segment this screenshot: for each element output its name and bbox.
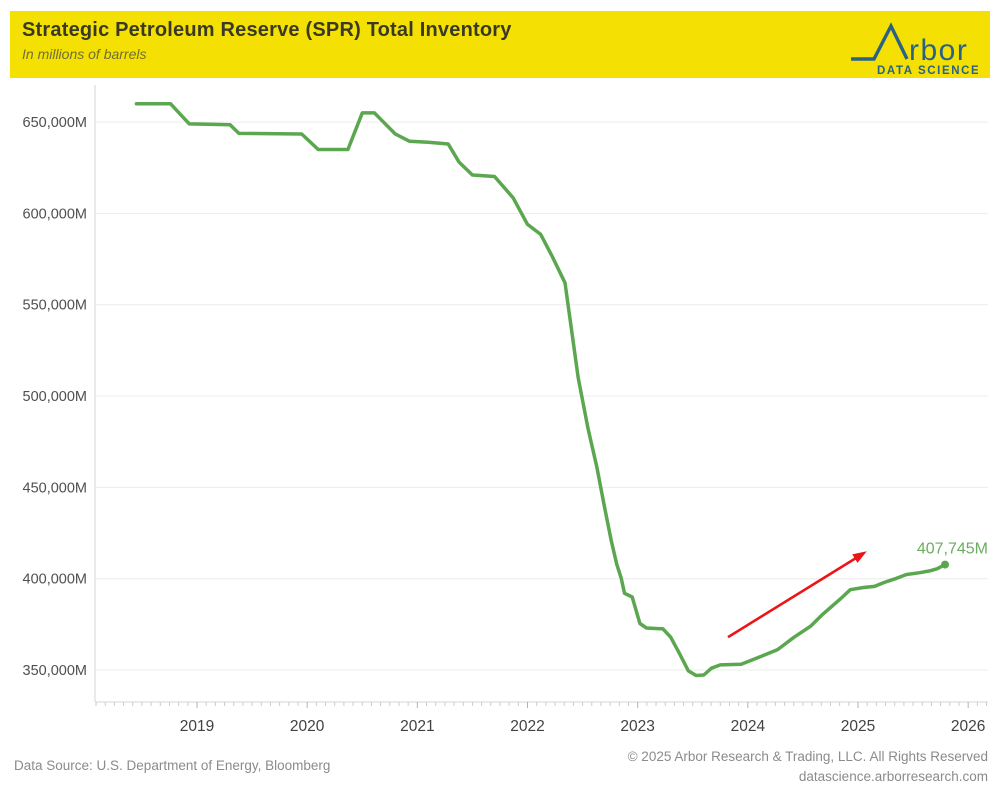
- arbor-logo: rbor DATA SCIENCE: [851, 22, 978, 77]
- end-point-marker: [941, 560, 950, 569]
- footer-credits: © 2025 Arbor Research & Trading, LLC. Al…: [628, 747, 988, 787]
- x-axis-label: 2021: [400, 718, 434, 735]
- y-axis-label: 550,000M: [23, 298, 88, 314]
- y-axis-label: 600,000M: [23, 206, 88, 222]
- x-axis-label: 2019: [180, 718, 214, 735]
- page-title: Strategic Petroleum Reserve (SPR) Total …: [22, 19, 512, 41]
- logo-peak-icon: [851, 22, 909, 61]
- copyright-text: © 2025 Arbor Research & Trading, LLC. Al…: [627, 749, 988, 764]
- header-banner: Strategic Petroleum Reserve (SPR) Total …: [10, 11, 990, 78]
- y-axis-label: 650,000M: [23, 115, 88, 131]
- y-axis-label: 400,000M: [23, 572, 88, 588]
- y-axis-label: 500,000M: [23, 389, 88, 405]
- x-axis-label: 2020: [290, 718, 325, 735]
- logo-tagline: DATA SCIENCE: [877, 65, 978, 77]
- inventory-line: [134, 102, 947, 678]
- x-axis-label: 2026: [951, 718, 985, 735]
- y-axis-label: 450,000M: [23, 480, 88, 496]
- data-source: Data Source: U.S. Department of Energy, …: [14, 758, 331, 773]
- x-axis-label: 2025: [841, 718, 875, 735]
- y-axis-label: 350,000M: [23, 663, 88, 679]
- page-subtitle: In millions of barrels: [22, 46, 147, 62]
- x-axis-label: 2023: [620, 718, 654, 735]
- end-value-label: 407,745M: [917, 541, 988, 558]
- trend-arrow-head-icon: [852, 551, 867, 563]
- logo-wordmark: rbor: [909, 34, 968, 67]
- x-axis-label: 2022: [510, 718, 544, 735]
- trend-arrow: [727, 555, 859, 639]
- website-url: datascience.arborresearch.com: [798, 769, 988, 784]
- x-axis-label: 2024: [731, 718, 766, 735]
